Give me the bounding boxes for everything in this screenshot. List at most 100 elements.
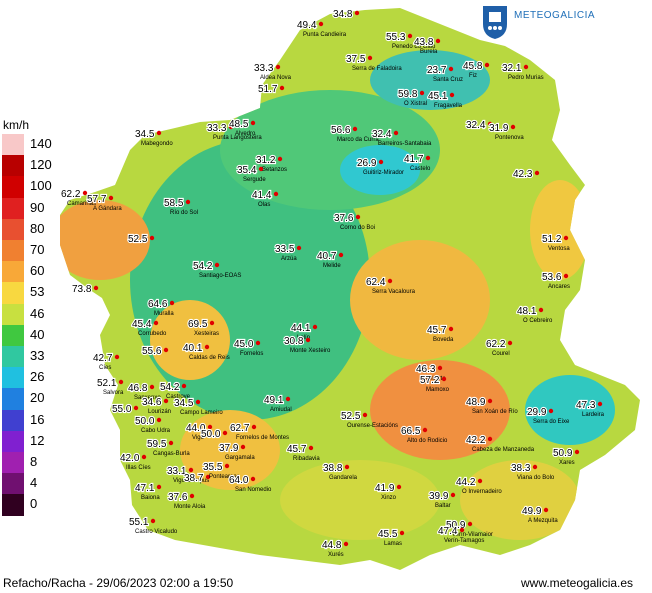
station-marker[interactable]: 50.0: [200, 428, 228, 441]
station-dot: [450, 492, 456, 498]
station-dot: [209, 320, 215, 326]
station-name: Vigo: [192, 435, 205, 441]
station-gust-value: 41.9: [375, 483, 395, 494]
station-marker[interactable]: 73.8: [71, 283, 99, 296]
station-marker[interactable]: 55.6: [141, 345, 169, 358]
station-marker[interactable]: 32.4: [465, 119, 493, 132]
station-marker[interactable]: 38.7: [183, 472, 211, 485]
station-dot: [387, 278, 393, 284]
station-marker[interactable]: 42.3: [512, 168, 540, 181]
station-marker[interactable]: 57.7A Gándara: [86, 193, 122, 212]
station-marker[interactable]: 49.9A Mezquita: [521, 505, 558, 524]
station-marker[interactable]: 48.1O Cebreiro: [516, 305, 553, 324]
station-marker[interactable]: 59.8O Xistral: [397, 88, 427, 107]
station-gust-value: 48.9: [466, 397, 486, 408]
station-marker[interactable]: 52.5: [127, 233, 155, 246]
station-name: Sanxenxo: [134, 395, 161, 401]
station-marker[interactable]: 44.2O Invernadeiro: [455, 476, 502, 495]
website-link[interactable]: www.meteogalicia.es: [521, 576, 634, 590]
station-marker[interactable]: 34.8: [332, 8, 360, 21]
station-marker[interactable]: 55.0: [111, 403, 139, 416]
station-marker[interactable]: 51.7: [257, 83, 285, 96]
station-dot: [156, 484, 162, 490]
meteogalicia-logo[interactable]: METEOGALICIA: [480, 4, 610, 42]
